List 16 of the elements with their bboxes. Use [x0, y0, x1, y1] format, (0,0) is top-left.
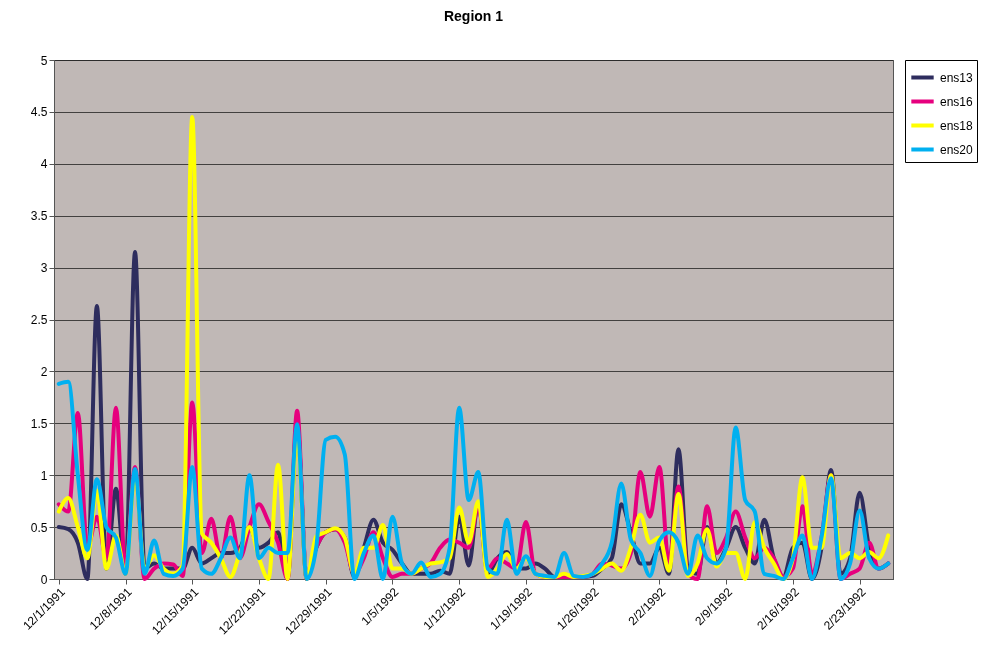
y-tick-label: 0.5 — [30, 520, 48, 535]
y-tick-label: 3 — [40, 261, 48, 276]
y-tick-label: 1.5 — [30, 416, 48, 431]
legend-label: ens18 — [940, 118, 974, 133]
y-tick-label: 0 — [40, 572, 48, 587]
legend-label: ens16 — [940, 94, 974, 109]
y-tick-label: 4 — [40, 157, 48, 172]
chart-title: Region 1 — [443, 8, 504, 24]
y-tick-label: 3.5 — [30, 209, 48, 224]
y-tick-label: 1 — [40, 468, 48, 483]
y-tick-label: 2.5 — [30, 313, 48, 327]
y-tick-label: 5 — [40, 53, 48, 68]
legend-label: ens13 — [940, 70, 974, 85]
y-tick-label: 4.5 — [30, 105, 48, 120]
legend-label: ens20 — [940, 142, 974, 157]
y-tick-label: 2 — [40, 364, 48, 379]
